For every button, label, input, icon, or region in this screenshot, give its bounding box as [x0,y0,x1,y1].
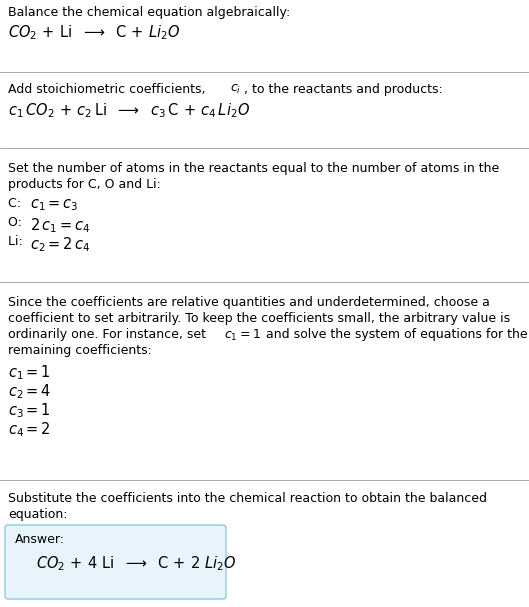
Text: $c_2 = 4$: $c_2 = 4$ [8,382,51,401]
Text: Answer:: Answer: [15,533,65,546]
Text: remaining coefficients:: remaining coefficients: [8,344,152,357]
Text: $c_1 = 1$: $c_1 = 1$ [8,363,51,382]
Text: $c_1\,$$CO_2\,+\,c_2\,$Li $\;\longrightarrow\;$ $c_3\,$C$\,+\,c_4\,$$Li_2O$: $c_1\,$$CO_2\,+\,c_2\,$Li $\;\longrighta… [8,101,250,120]
Text: $c_3 = 1$: $c_3 = 1$ [8,401,51,419]
Text: $c_i$: $c_i$ [230,83,241,96]
Text: , to the reactants and products:: , to the reactants and products: [244,83,443,96]
Text: equation:: equation: [8,508,68,521]
Text: Balance the chemical equation algebraically:: Balance the chemical equation algebraica… [8,6,290,19]
Text: $CO_2$$\,+\,$Li $\;\longrightarrow\;$ C$\,+\,$$Li_2O$: $CO_2$$\,+\,$Li $\;\longrightarrow\;$ C$… [8,23,180,42]
Text: $c_1 = 1$: $c_1 = 1$ [224,328,261,343]
Text: and solve the system of equations for the: and solve the system of equations for th… [262,328,527,341]
Text: products for C, O and Li:: products for C, O and Li: [8,178,161,191]
FancyBboxPatch shape [5,525,226,599]
Text: $CO_2$$\,+\,$4 Li $\;\longrightarrow\;$ C$\,+\,$2 $Li_2O$: $CO_2$$\,+\,$4 Li $\;\longrightarrow\;$ … [36,554,236,572]
Text: Substitute the coefficients into the chemical reaction to obtain the balanced: Substitute the coefficients into the che… [8,492,487,505]
Text: Since the coefficients are relative quantities and underdetermined, choose a: Since the coefficients are relative quan… [8,296,490,309]
Text: $c_1 = c_3$: $c_1 = c_3$ [30,197,79,212]
Text: O:: O: [8,216,30,229]
Text: $c_2 = 2\,c_4$: $c_2 = 2\,c_4$ [30,235,90,254]
Text: C:: C: [8,197,29,210]
Text: ordinarily one. For instance, set: ordinarily one. For instance, set [8,328,210,341]
Text: Add stoichiometric coefficients,: Add stoichiometric coefficients, [8,83,209,96]
Text: coefficient to set arbitrarily. To keep the coefficients small, the arbitrary va: coefficient to set arbitrarily. To keep … [8,312,510,325]
Text: Li:: Li: [8,235,27,248]
Text: Set the number of atoms in the reactants equal to the number of atoms in the: Set the number of atoms in the reactants… [8,162,499,175]
Text: $c_4 = 2$: $c_4 = 2$ [8,420,51,439]
Text: $2\,c_1 = c_4$: $2\,c_1 = c_4$ [30,216,90,235]
